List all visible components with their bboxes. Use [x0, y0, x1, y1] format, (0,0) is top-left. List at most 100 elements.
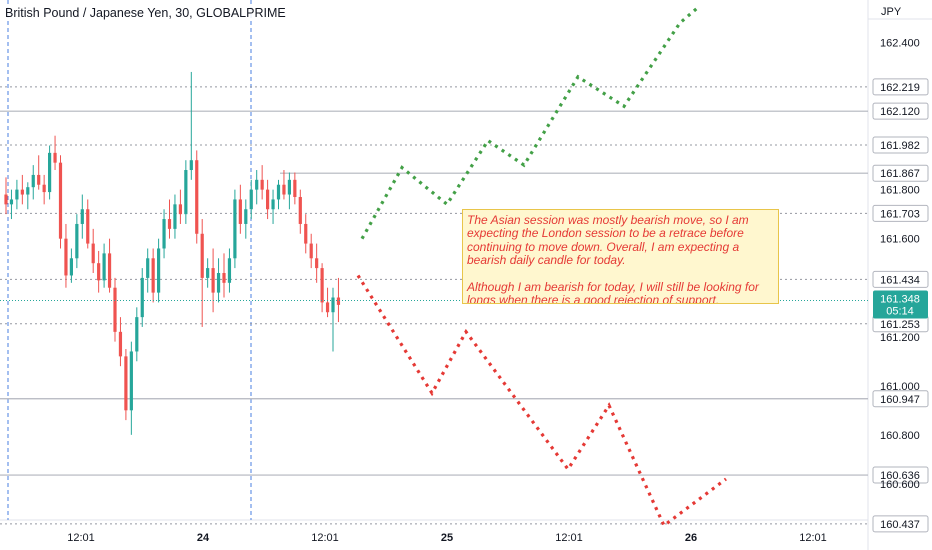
candle	[58, 155, 63, 249]
candle-body	[336, 297, 341, 305]
candle-body	[135, 317, 139, 352]
candle	[320, 263, 324, 313]
candle	[42, 174, 46, 205]
level-label: 160.947	[880, 394, 920, 406]
candle	[75, 214, 79, 269]
candle	[31, 165, 35, 200]
candle	[216, 258, 221, 303]
candle	[211, 248, 215, 313]
candle	[315, 243, 319, 283]
candle-body	[216, 273, 221, 293]
level-label-box	[872, 102, 929, 120]
candle	[162, 209, 166, 259]
candle	[102, 243, 106, 288]
candle-body	[260, 179, 264, 190]
level-label: 161.867	[880, 168, 920, 180]
time-tick-label: 25	[441, 532, 453, 544]
candle-body	[69, 258, 73, 276]
candle	[173, 194, 177, 239]
candle	[249, 179, 253, 220]
candle-body	[58, 162, 63, 239]
candle	[304, 214, 308, 254]
candle-body	[298, 196, 302, 224]
time-tick-label: 12:01	[311, 532, 339, 544]
candle-body	[26, 187, 30, 195]
candle-body	[178, 204, 182, 215]
candle-body	[282, 184, 286, 195]
candle	[233, 189, 237, 269]
currency-label: JPY	[881, 6, 902, 18]
level-label: 162.120	[880, 106, 920, 118]
level-label: 161.703	[880, 208, 920, 220]
candle-body	[42, 184, 46, 193]
candle-body	[107, 253, 112, 288]
candle-body	[91, 243, 95, 264]
candle-body	[325, 302, 330, 313]
price-tick-label: 161.000	[880, 381, 920, 393]
level-label: 161.434	[880, 274, 920, 286]
candle	[4, 177, 8, 215]
candle	[91, 228, 95, 273]
current-price-box	[873, 290, 928, 319]
price-tick-label: 160.600	[880, 479, 920, 491]
candle	[124, 349, 128, 421]
candle-body	[162, 219, 166, 249]
level-label: 162.219	[880, 82, 920, 94]
candle	[195, 150, 199, 244]
candle-body	[20, 189, 24, 195]
level-label: 161.982	[880, 140, 920, 152]
candle-body	[151, 258, 155, 293]
candle-body	[146, 258, 150, 278]
candle	[53, 135, 57, 171]
time-tick-label: 24	[197, 532, 210, 544]
candle-body	[276, 184, 281, 200]
candle-body	[80, 209, 84, 224]
candle-body	[167, 219, 172, 229]
time-tick-label: 12:01	[799, 532, 827, 544]
candle	[255, 170, 259, 205]
candle	[266, 179, 270, 220]
level-label-box	[872, 270, 929, 288]
level-label: 161.253	[880, 319, 920, 331]
candle	[331, 287, 335, 352]
candle-body	[48, 152, 52, 193]
candle	[260, 165, 264, 200]
candle-body	[102, 253, 106, 281]
candle	[118, 317, 123, 367]
candle-body	[195, 160, 199, 234]
candle	[48, 145, 52, 200]
analysis-note[interactable]: The Asian session was mostly bearish mov…	[462, 209, 779, 304]
candle-body	[320, 268, 324, 303]
candle-body	[75, 223, 79, 259]
candle	[135, 307, 139, 362]
level-label: 160.437	[880, 519, 920, 531]
candle	[325, 287, 330, 318]
candle	[140, 268, 144, 327]
level-label-box	[872, 204, 929, 222]
candle-body	[315, 258, 319, 269]
candle-body	[249, 189, 253, 210]
time-tick-label: 26	[685, 532, 697, 544]
price-tick-label: 161.600	[880, 234, 920, 246]
candle	[227, 248, 232, 293]
candle-body	[211, 268, 215, 293]
chart-title: British Pound / Japanese Yen, 30, GLOBAL…	[5, 6, 286, 20]
candle-body	[331, 297, 335, 313]
candle	[86, 199, 90, 249]
level-label-box	[872, 466, 929, 484]
level-label-box	[872, 390, 929, 408]
candle	[146, 248, 150, 293]
candle-body	[124, 356, 128, 411]
level-label-box	[872, 136, 929, 154]
candle	[129, 341, 133, 435]
analysis-note-paragraph-2: Although I am bearish for today, I will …	[467, 279, 759, 304]
candle	[157, 238, 161, 303]
candle-body	[184, 170, 188, 215]
candle-body	[222, 273, 226, 283]
candle	[293, 172, 297, 205]
time-tick-label: 12:01	[67, 532, 95, 544]
candle-body	[304, 223, 308, 244]
candle	[113, 277, 117, 342]
candle	[287, 172, 291, 210]
